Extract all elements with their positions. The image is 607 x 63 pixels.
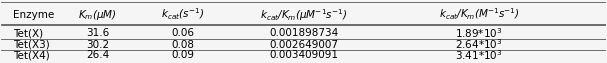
Text: $k_{cat}$/$K_m$(μM$^{-1}$s$^{-1}$): $k_{cat}$/$K_m$(μM$^{-1}$s$^{-1}$) [260,7,347,23]
Text: Tet(X3): Tet(X3) [13,40,50,50]
Text: 0.001898734: 0.001898734 [269,28,338,38]
Text: $K_m$(μM): $K_m$(μM) [78,8,117,22]
Text: 0.08: 0.08 [171,40,194,50]
Text: $k_{cat}$/$K_m$(M$^{-1}$s$^{-1}$): $k_{cat}$/$K_m$(M$^{-1}$s$^{-1}$) [439,7,520,22]
Text: 0.06: 0.06 [171,28,194,38]
Text: 3.41*10$^3$: 3.41*10$^3$ [455,48,503,62]
Text: 0.09: 0.09 [171,50,194,60]
Text: Tet(X): Tet(X) [13,28,43,38]
Text: Tet(X4): Tet(X4) [13,50,50,60]
Text: 0.003409091: 0.003409091 [269,50,338,60]
Text: 0.002649007: 0.002649007 [269,40,338,50]
Text: 31.6: 31.6 [86,28,109,38]
Text: 1.89*10$^3$: 1.89*10$^3$ [455,26,503,40]
Text: 26.4: 26.4 [86,50,109,60]
Text: 2.64*10$^3$: 2.64*10$^3$ [455,38,503,51]
Text: $k_{cat}$(s$^{-1}$): $k_{cat}$(s$^{-1}$) [161,7,204,22]
Text: 30.2: 30.2 [86,40,109,50]
Text: Enzyme: Enzyme [13,10,54,20]
